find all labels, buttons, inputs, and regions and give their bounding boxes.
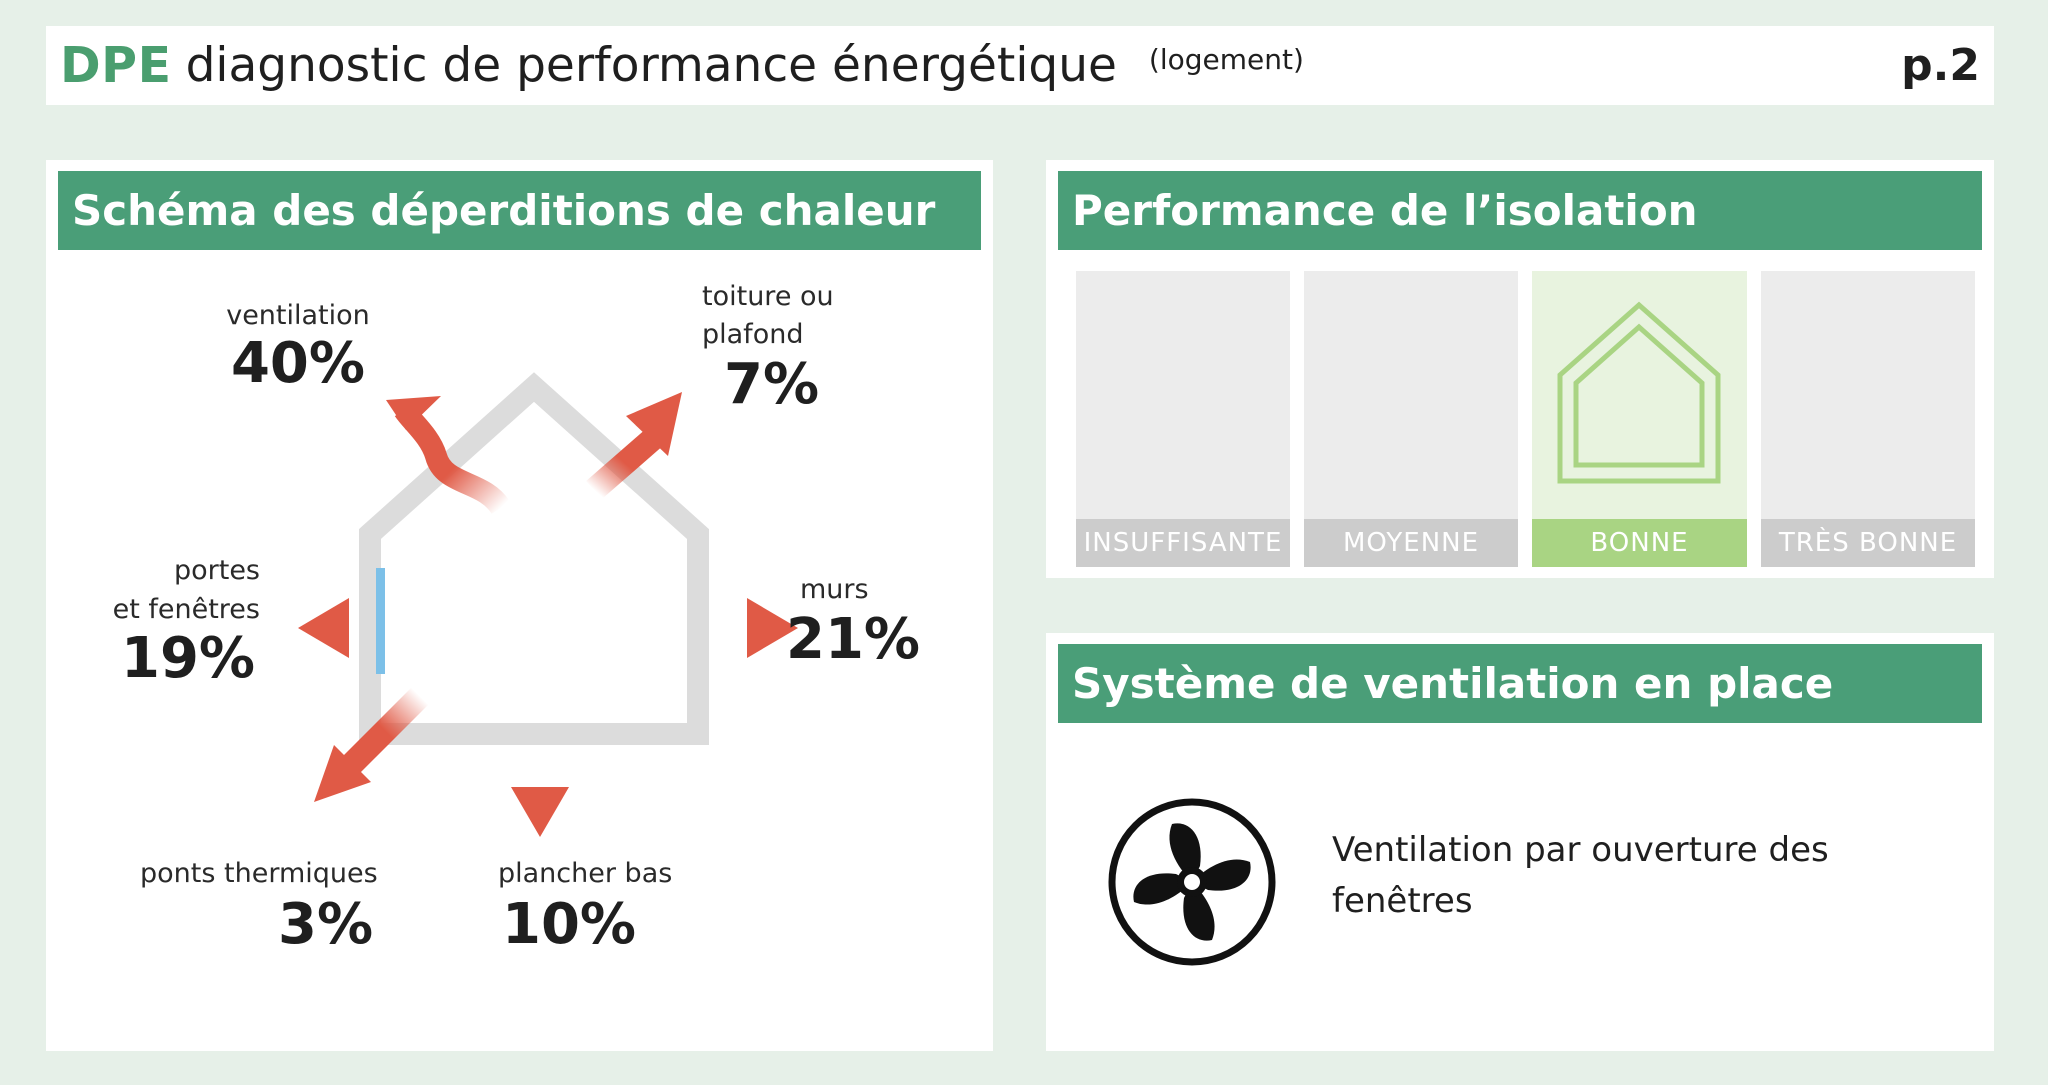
level-label: BONNE [1532, 519, 1747, 567]
level-label: TRÈS BONNE [1761, 519, 1975, 567]
arrow-plancher [511, 700, 569, 837]
arrow-ponts [314, 687, 429, 802]
ventilation-title: Système de ventilation en place [1058, 644, 1982, 723]
house-outline-icon [1557, 301, 1721, 484]
heat-loss-title: Schéma des déperditions de chaleur [58, 171, 981, 250]
value-ventilation: 40% [231, 331, 365, 396]
level-bonne: BONNE [1532, 271, 1747, 567]
label-toiture-line1: toiture ou [702, 281, 834, 312]
brand-label: DPE [60, 37, 172, 94]
fan-icon [1108, 798, 1276, 966]
level-label: INSUFFISANTE [1076, 519, 1290, 567]
document-title: diagnostic de performance énergétique [185, 38, 1117, 93]
arrow-ventilation [386, 396, 511, 515]
insulation-scale: INSUFFISANTE MOYENNE BONNE TRÈS BONNE [1076, 271, 1975, 567]
document-header: DPE diagnostic de performance énergétiqu… [46, 26, 1994, 105]
level-insuffisante: INSUFFISANTE [1076, 271, 1290, 567]
heat-loss-diagram: ventilation 40% toiture ou plafond 7% po… [113, 281, 920, 957]
label-plancher: plancher bas [498, 858, 672, 889]
value-portes: 19% [121, 626, 255, 691]
label-portes-line2: et fenêtres [113, 594, 260, 625]
arrow-murs [658, 598, 798, 658]
level-moyenne: MOYENNE [1304, 271, 1518, 567]
ventilation-panel: Système de ventilation en place Ventilat… [1046, 633, 1994, 1051]
label-ponts: ponts thermiques [140, 858, 378, 889]
page-number: p.2 [1901, 40, 1980, 91]
insulation-title: Performance de l’isolation [1058, 171, 1982, 250]
value-plancher: 10% [502, 892, 636, 957]
insulation-panel: Performance de l’isolation INSUFFISANTE … [1046, 160, 1994, 578]
value-toiture: 7% [724, 352, 819, 417]
label-murs: murs [800, 574, 869, 605]
level-label: MOYENNE [1304, 519, 1518, 567]
level-tres-bonne: TRÈS BONNE [1761, 271, 1975, 567]
label-ventilation: ventilation [226, 300, 370, 331]
value-murs: 21% [786, 607, 920, 672]
ventilation-description: Ventilation par ouverture des fenêtres [1332, 830, 1829, 921]
label-toiture-line2: plafond [702, 319, 803, 350]
arrow-portes [298, 598, 432, 658]
label-portes-line1: portes [174, 555, 260, 586]
heat-loss-panel: Schéma des déperditions de chaleur [46, 160, 993, 1051]
value-ponts: 3% [278, 892, 373, 957]
document-subtitle: (logement) [1148, 43, 1304, 76]
arrow-toiture [586, 392, 682, 500]
